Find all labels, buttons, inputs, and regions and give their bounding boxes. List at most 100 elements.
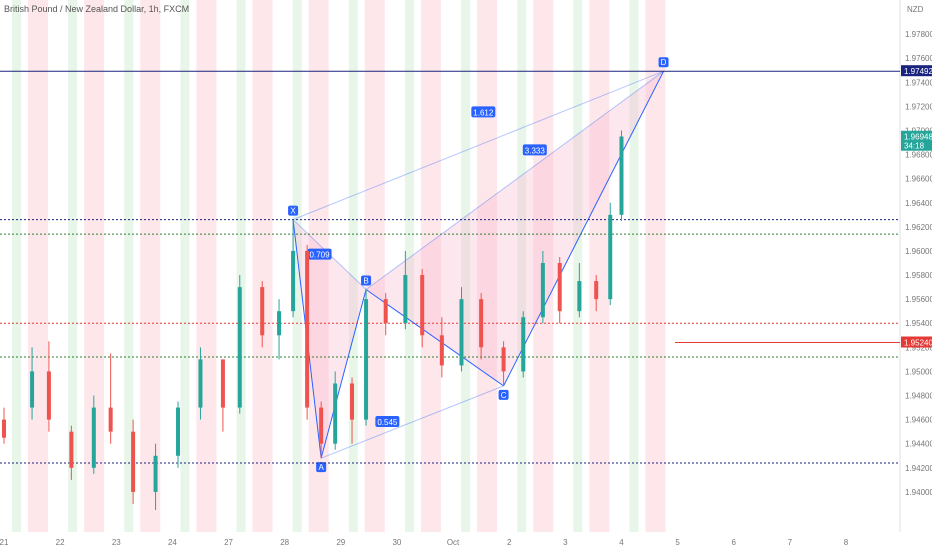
y-tick-label: 1.96400 [905,199,932,208]
candle-body [594,281,599,300]
x-tick-label: 30 [392,538,401,547]
ratio-label: 1.612 [473,108,494,117]
pattern-connector-ac [320,385,504,459]
x-tick-label: 23 [112,538,121,547]
session-band-red [420,0,441,532]
y-tick-label: 1.94000 [905,488,932,497]
session-band-green [517,0,527,532]
candle-body [557,263,562,312]
session-band-green [348,0,358,532]
pattern-point-label: X [290,207,296,216]
price-badge-d-text: 1.97492 [904,67,932,76]
session-band-green [236,0,246,532]
candle-body [131,431,136,492]
candle-body [2,419,6,438]
candle-body [260,287,265,336]
price-badge-red [901,336,932,348]
candle-body [521,317,526,372]
candle-body [403,275,408,324]
ratio-badge [522,144,547,156]
session-band-red [364,0,385,532]
y-tick-label: 1.94400 [905,440,932,449]
candle-body [30,371,35,408]
pattern-point-d[interactable] [658,57,669,68]
x-tick-label: 29 [336,538,345,547]
x-tick-label: 28 [280,538,289,547]
candle-body [291,250,296,312]
session-band-green [404,0,414,532]
x-tick-label: 5 [675,538,680,547]
candle-body [350,383,355,420]
price-badge-last [901,130,932,151]
pattern-point-label: C [501,391,507,400]
candle-body [237,287,242,408]
pattern-point-a[interactable] [316,462,327,473]
session-band-green [180,0,190,532]
currency-label: NZD [907,5,924,14]
candle-body [439,335,444,366]
session-band-green [124,0,134,532]
pattern-leg [320,289,367,459]
y-tick-label: 1.97400 [905,78,932,87]
x-tick-label: 22 [56,538,65,547]
x-tick-label: 27 [224,538,233,547]
y-tick-label: 1.96000 [905,247,932,256]
pattern-point-c[interactable] [498,389,509,400]
x-tick-label: 21 [0,538,9,547]
y-tick-label: 1.95400 [905,319,932,328]
x-tick-label: 2 [507,538,512,547]
symbol-title: British Pound / New Zealand Dollar, 1h, … [4,4,189,14]
y-tick-label: 1.95200 [905,343,932,352]
x-tick-label: Oct [447,538,460,547]
x-tick-label: 3 [563,538,568,547]
y-tick-label: 1.96800 [905,151,932,160]
candle-body [153,455,158,492]
ratio-label: 0.709 [310,251,331,260]
candle-body [479,299,484,348]
pattern-connector-bd [365,70,664,290]
x-tick-label: 24 [168,538,177,547]
session-band-green [461,0,471,532]
ratio-badge [471,106,496,118]
price-badge-d [901,65,932,77]
candle-body [108,407,113,432]
session-band-green [12,0,21,532]
candle-body [577,281,582,312]
horizontal-levels[interactable] [0,70,900,464]
candle-body [364,299,369,420]
pattern-point-b[interactable] [361,275,372,286]
x-tick-label: 7 [788,538,793,547]
candle-body [319,407,324,444]
y-tick-label: 1.96600 [905,175,932,184]
session-band-red [477,0,498,532]
y-tick-label: 1.97200 [905,102,932,111]
harmonic-pattern[interactable]: X A B C D 0.709 0.545 3.333 1.612 [288,57,669,473]
pattern-point-label: A [318,463,324,472]
y-tick-label: 1.95000 [905,367,932,376]
candle-body [333,383,338,444]
price-axis: NZD1.978001.976001.974001.972001.970001.… [899,0,932,532]
candle-body [176,407,181,456]
candle-body [198,359,203,408]
ratio-label: 0.545 [377,418,398,427]
y-tick-label: 1.97600 [905,54,932,63]
session-band-green [292,0,302,532]
y-tick-label: 1.95600 [905,295,932,304]
session-band-red [589,0,610,532]
pattern-triangle-bcd [366,71,664,386]
candle-body [501,347,506,372]
session-band-green [629,0,639,532]
session-band-red [196,0,217,532]
time-axis: 21 22 23 24 27 28 29 30 Oct 2 3 4 5 6 7 8 [0,538,849,547]
pattern-triangle-xab [293,219,367,459]
session-band-red [308,0,329,532]
candles [2,130,624,510]
y-tick-label: 1.94200 [905,464,932,473]
ratio-label: 3.333 [525,146,546,155]
candle-body [277,311,282,336]
candle-body [305,250,310,408]
y-tick-label: 1.96200 [905,223,932,232]
pattern-point-x[interactable] [288,205,299,216]
